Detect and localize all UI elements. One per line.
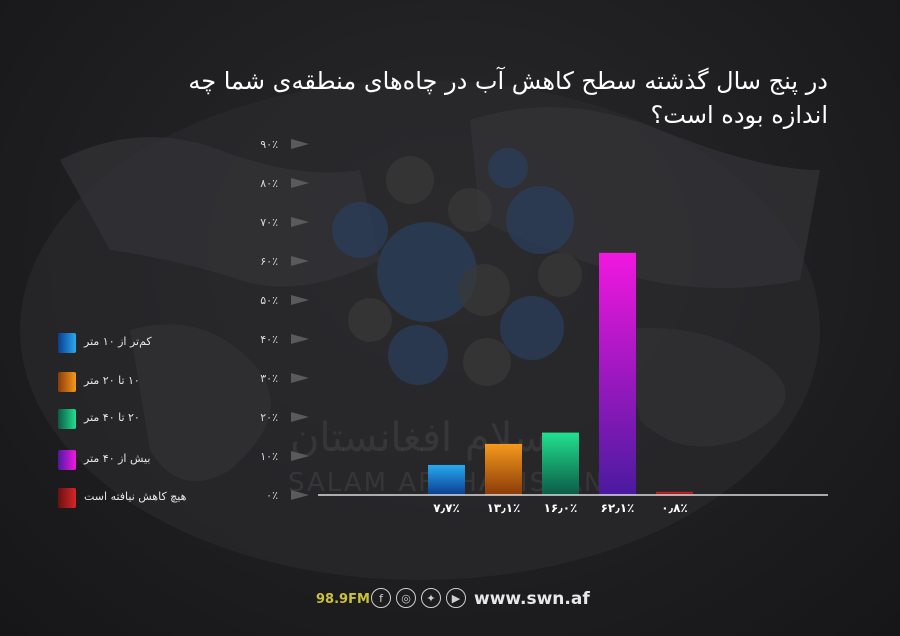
y-tick-marker (291, 412, 309, 422)
y-tick-marker (291, 490, 309, 500)
y-tick-label: ۲۰٪ (260, 411, 278, 424)
legend-item: ۲۰ تا ۴۰ متر (58, 409, 228, 429)
legend-label: ۱۰ تا ۲۰ متر (84, 374, 140, 387)
instagram-icon[interactable]: ◎ (396, 588, 416, 608)
y-tick-label: ۱۰٪ (260, 450, 278, 463)
value-labels: ۷٫۷٪ ۱۳٫۱٪ ۱۶٫۰٪ ۶۲٫۱٪ ۰٫۸٪ (433, 501, 687, 515)
y-axis: ۰٪ ۱۰٪ ۲۰٪ ۳۰٪ ۴۰٪ ۵۰٪ ۶۰٪ ۷۰٪ ۸۰٪ ۹۰٪ (260, 138, 309, 502)
legend-swatch (58, 372, 76, 392)
y-tick-marker (291, 178, 309, 188)
legend-label: بیش از ۴۰ متر (84, 452, 151, 465)
y-tick-label: ۸۰٪ (260, 177, 278, 190)
y-tick-marker (291, 334, 309, 344)
legend-label: کم‌تر از ۱۰ متر (84, 335, 152, 348)
legend-swatch (58, 450, 76, 470)
y-tick-label: ۶۰٪ (260, 255, 278, 268)
bar (656, 491, 693, 495)
y-tick-marker (291, 217, 309, 227)
website-link[interactable]: www.swn.af (474, 589, 590, 609)
y-tick-label: ۰٪ (266, 489, 278, 502)
bars (428, 252, 693, 495)
legend-label: هیچ کاهش نیافته است (84, 490, 187, 503)
radio-frequency: 98.9FM (316, 592, 370, 607)
y-tick-label: ۴۰٪ (260, 333, 278, 346)
bar-value-label: ۱۳٫۱٪ (487, 501, 521, 515)
legend-label: ۲۰ تا ۴۰ متر (84, 411, 140, 424)
y-tick-label: ۳۰٪ (260, 372, 278, 385)
bar (428, 464, 465, 495)
bar-value-label: ۱۶٫۰٪ (544, 501, 578, 515)
legend-swatch (58, 488, 76, 508)
youtube-icon[interactable]: ▶ (446, 588, 466, 608)
chart-title: در پنج سال گذشته سطح کاهش آب در چاه‌های … (188, 67, 828, 129)
y-tick-marker (291, 295, 309, 305)
legend-item: بیش از ۴۰ متر (58, 450, 228, 470)
footer: 98.9FM f ◎ ✦ ▶ www.swn.af (0, 588, 900, 612)
y-tick-marker (291, 373, 309, 383)
bar (599, 252, 636, 495)
legend-swatch (58, 409, 76, 429)
bar-value-label: ۶۲٫۱٪ (601, 501, 635, 515)
y-tick-label: ۵۰٪ (260, 294, 278, 307)
bar-value-label: ۰٫۸٪ (661, 501, 687, 515)
twitter-icon[interactable]: ✦ (421, 588, 441, 608)
bar (485, 443, 522, 495)
y-tick-label: ۷۰٪ (260, 216, 278, 229)
y-tick-marker (291, 256, 309, 266)
y-tick-label: ۹۰٪ (260, 138, 278, 151)
y-tick-marker (291, 139, 309, 149)
bar-value-label: ۷٫۷٪ (433, 501, 459, 515)
legend-item: کم‌تر از ۱۰ متر (58, 333, 228, 353)
legend-item: ۱۰ تا ۲۰ متر (58, 372, 228, 392)
bar (542, 432, 579, 495)
facebook-icon[interactable]: f (371, 588, 391, 608)
y-tick-marker (291, 451, 309, 461)
legend-swatch (58, 333, 76, 353)
legend-item: هیچ کاهش نیافته است (58, 488, 228, 508)
